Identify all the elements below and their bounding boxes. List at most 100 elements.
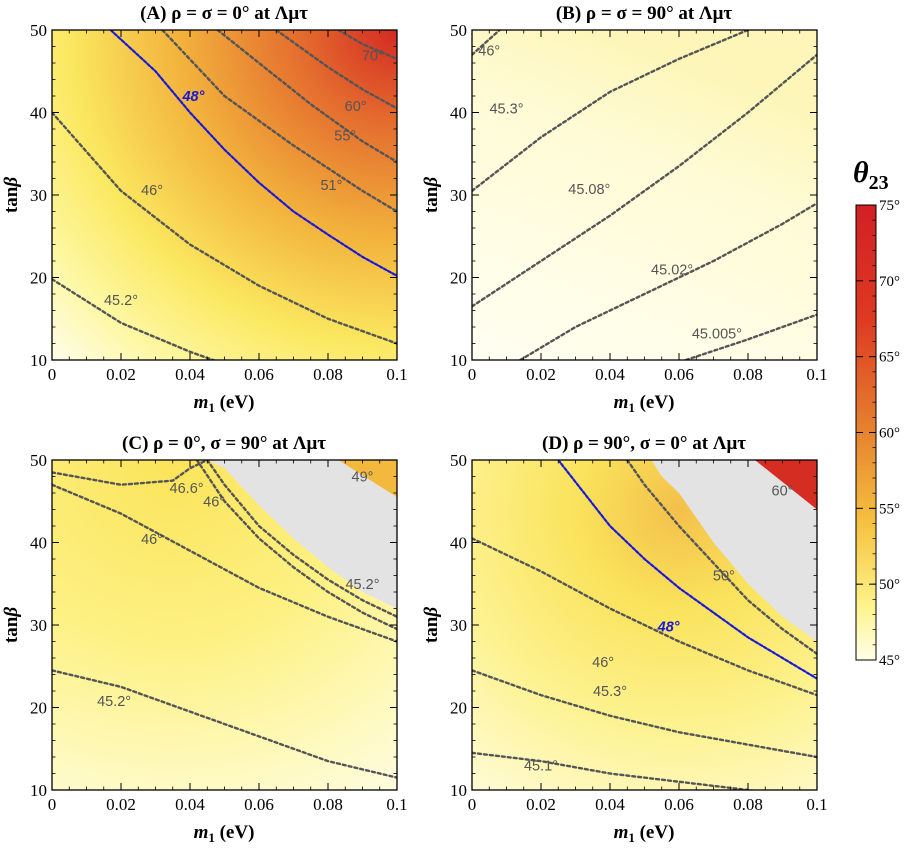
panel-d-contours bbox=[472, 460, 817, 790]
panel-c-xtick-label: 0 bbox=[48, 795, 57, 814]
panel-a-xlabel: m1 (eV) bbox=[194, 392, 255, 415]
panel-c-contour-labels: 45.2°46°46.6°46°45.2°49° bbox=[97, 470, 379, 710]
panel-b-title: (B) ρ = σ = 90° at Λμτ bbox=[556, 3, 733, 24]
panel-b: (B) ρ = σ = 90° at Λμτ 46° 45.3° 45.08° 45.… bbox=[421, 3, 828, 415]
panel-a-ticks: 0 0.02 0.04 0.06 0.08 0.1 10 20 30 40 50 bbox=[30, 21, 408, 384]
panel-c-corner-band bbox=[338, 460, 397, 498]
panel-d-ylabel: tanβ bbox=[421, 607, 442, 643]
panel-a-ytick-label: 10 bbox=[30, 351, 47, 370]
panel-c-xtick-label: 0.06 bbox=[244, 795, 274, 814]
panel-b-contour-label-4: 45.005° bbox=[692, 327, 742, 343]
panel-c-ytick-label: 30 bbox=[30, 616, 47, 635]
panel-c-ytick-label: 40 bbox=[30, 534, 47, 553]
panel-a-contour-label-5: 60° bbox=[345, 99, 367, 115]
panel-c-ticks: 0 0.02 0.04 0.06 0.08 0.1 10 20 30 40 50 bbox=[30, 451, 408, 814]
panel-d-ytick-label: 10 bbox=[450, 781, 467, 800]
panel-b-xtick-label: 0.08 bbox=[733, 365, 763, 384]
panel-c-xtick-label: 0.1 bbox=[386, 795, 407, 814]
panel-c-contour-3 bbox=[195, 460, 397, 631]
panel-a-xtick-label: 0.06 bbox=[244, 365, 274, 384]
panel-c-excluded-area bbox=[207, 460, 397, 609]
panel-c-contour-4 bbox=[206, 460, 397, 618]
panel-d-contour-label-4: 50° bbox=[713, 569, 735, 585]
panel-d-contour-labels: 45.1° 45.3° 46° 48° 50° 60° bbox=[524, 484, 793, 775]
panel-d-contour-label-3: 48° bbox=[657, 620, 680, 636]
panel-d-xtick-label: 0.04 bbox=[595, 795, 625, 814]
panel-a-contour-label-2: 48° bbox=[181, 89, 204, 105]
panel-b-heatmap bbox=[472, 30, 817, 360]
panel-b-contour-2 bbox=[472, 53, 817, 308]
panel-b-contour-labels: 46° 45.3° 45.08° 45.02° 45.005° bbox=[478, 44, 742, 343]
panel-d-ytick-label: 40 bbox=[450, 534, 467, 553]
panel-a-xtick-label: 0 bbox=[48, 365, 57, 384]
panel-a-contour-1 bbox=[52, 111, 397, 345]
panel-a-heatmap bbox=[52, 30, 397, 360]
panel-b-contour-1 bbox=[472, 30, 752, 193]
panel-c: (C) ρ = 0°, σ = 90° at Λμτ 45.2°46°46.6°… bbox=[1, 433, 408, 845]
panel-a-contour-label-4: 55° bbox=[334, 129, 356, 145]
panel-c-contour-2 bbox=[52, 460, 209, 486]
panel-c-contour-1 bbox=[52, 483, 397, 643]
colorbar-tick-label: 50° bbox=[879, 577, 900, 593]
colorbar-tick-label: 65° bbox=[879, 350, 900, 366]
panel-d-contour-label-2: 46° bbox=[592, 655, 614, 671]
panel-c-contour-label-4: 45.2° bbox=[345, 577, 379, 593]
panel-c-ytick-label: 50 bbox=[30, 451, 47, 470]
panel-d-excluded-region bbox=[630, 460, 817, 642]
panel-a-xtick-label: 0.1 bbox=[386, 365, 407, 384]
panel-d-ytick-label: 30 bbox=[450, 616, 467, 635]
panel-b-xtick-label: 0.02 bbox=[526, 365, 556, 384]
colorbar-tick-label: 75° bbox=[879, 198, 900, 214]
panel-d-ytick-label: 50 bbox=[450, 451, 467, 470]
panel-a-contour-2 bbox=[109, 30, 397, 277]
panel-c-xtick-label: 0.04 bbox=[175, 795, 205, 814]
panel-b-contour-4 bbox=[684, 313, 817, 360]
panel-d-xtick-label: 0.1 bbox=[806, 795, 827, 814]
panel-b-ylabel: tanβ bbox=[421, 177, 442, 213]
panel-c-contour-label-3: 46° bbox=[203, 494, 225, 510]
panel-b-xtick-label: 0 bbox=[468, 365, 477, 384]
panel-d-contour-1 bbox=[472, 669, 817, 759]
panel-d-xtick-label: 0 bbox=[468, 795, 477, 814]
panel-c-title: (C) ρ = 0°, σ = 90° at Λμτ bbox=[122, 433, 326, 454]
panel-c-contours bbox=[52, 460, 397, 779]
panel-a-title: (A) ρ = σ = 0° at Λμτ bbox=[140, 3, 308, 24]
panel-c-contour-label-2: 46.6° bbox=[170, 481, 204, 497]
panel-b-contour-3 bbox=[519, 202, 817, 360]
panel-a-ytick-label: 30 bbox=[30, 186, 47, 205]
panel-d-corner-band bbox=[754, 460, 817, 510]
panel-a-contour-label-6: 70° bbox=[362, 49, 384, 65]
colorbar-ticks: 45° 50° 55° 60° 65° 70° 75° bbox=[856, 198, 900, 669]
panel-d: (D) ρ = 90°, σ = 0° at Λμτ 45.1° 45.3° 46°… bbox=[421, 433, 828, 845]
panel-b-xtick-label: 0.06 bbox=[664, 365, 694, 384]
panel-d-ytick-label: 20 bbox=[450, 699, 467, 718]
panel-d-contour-label-1: 45.3° bbox=[593, 684, 627, 700]
panel-b-contour-0 bbox=[472, 30, 501, 56]
colorbar-tick-label: 45° bbox=[879, 653, 900, 669]
colorbar: θ23 45° 50° 55° 60° 65° 70° 75° bbox=[853, 156, 900, 669]
panel-d-ticks: 0 0.02 0.04 0.06 0.08 0.1 10 20 30 40 50 bbox=[450, 451, 828, 814]
panel-a-xtick-label: 0.08 bbox=[313, 365, 343, 384]
panel-c-contour-label-5: 49° bbox=[352, 470, 374, 486]
panel-b-ytick-label: 10 bbox=[450, 351, 467, 370]
panel-c-ytick-label: 10 bbox=[30, 781, 47, 800]
panel-a-contour-4 bbox=[216, 30, 397, 164]
panel-a-ylabel: tanβ bbox=[1, 177, 22, 213]
panel-c-contour-0 bbox=[52, 669, 397, 779]
panel-a-contour-label-3: 51° bbox=[320, 178, 342, 194]
panel-b-contour-label-0: 46° bbox=[478, 44, 500, 60]
panel-d-contour-4 bbox=[626, 460, 817, 656]
panel-d-contour-0 bbox=[472, 751, 759, 790]
panel-a-contour-6 bbox=[337, 30, 397, 61]
panel-a-contour-5 bbox=[275, 30, 397, 110]
panel-a-ytick-label: 20 bbox=[30, 269, 47, 288]
panel-c-xtick-label: 0.02 bbox=[106, 795, 136, 814]
panel-c-ytick-label: 20 bbox=[30, 699, 47, 718]
panel-a-ytick-label: 50 bbox=[30, 21, 47, 40]
panel-d-excluded-area bbox=[630, 460, 817, 642]
panel-c-contour-label-1: 46° bbox=[141, 532, 163, 548]
panel-c-xlabel: m1 (eV) bbox=[194, 822, 255, 845]
panel-b-ytick-label: 30 bbox=[450, 186, 467, 205]
panel-b-xtick-label: 0.04 bbox=[595, 365, 625, 384]
